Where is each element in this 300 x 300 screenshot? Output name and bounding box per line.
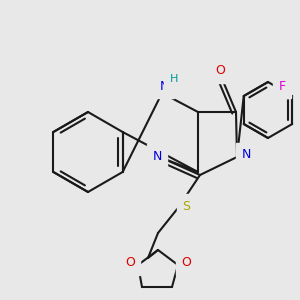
Text: O: O — [181, 256, 191, 269]
Text: S: S — [182, 200, 190, 212]
Text: O: O — [215, 64, 225, 77]
Text: N: N — [152, 149, 162, 163]
Text: F: F — [278, 80, 286, 92]
Text: N: N — [159, 80, 169, 92]
Text: N: N — [241, 148, 251, 161]
Text: O: O — [125, 256, 135, 269]
Text: H: H — [170, 74, 178, 84]
